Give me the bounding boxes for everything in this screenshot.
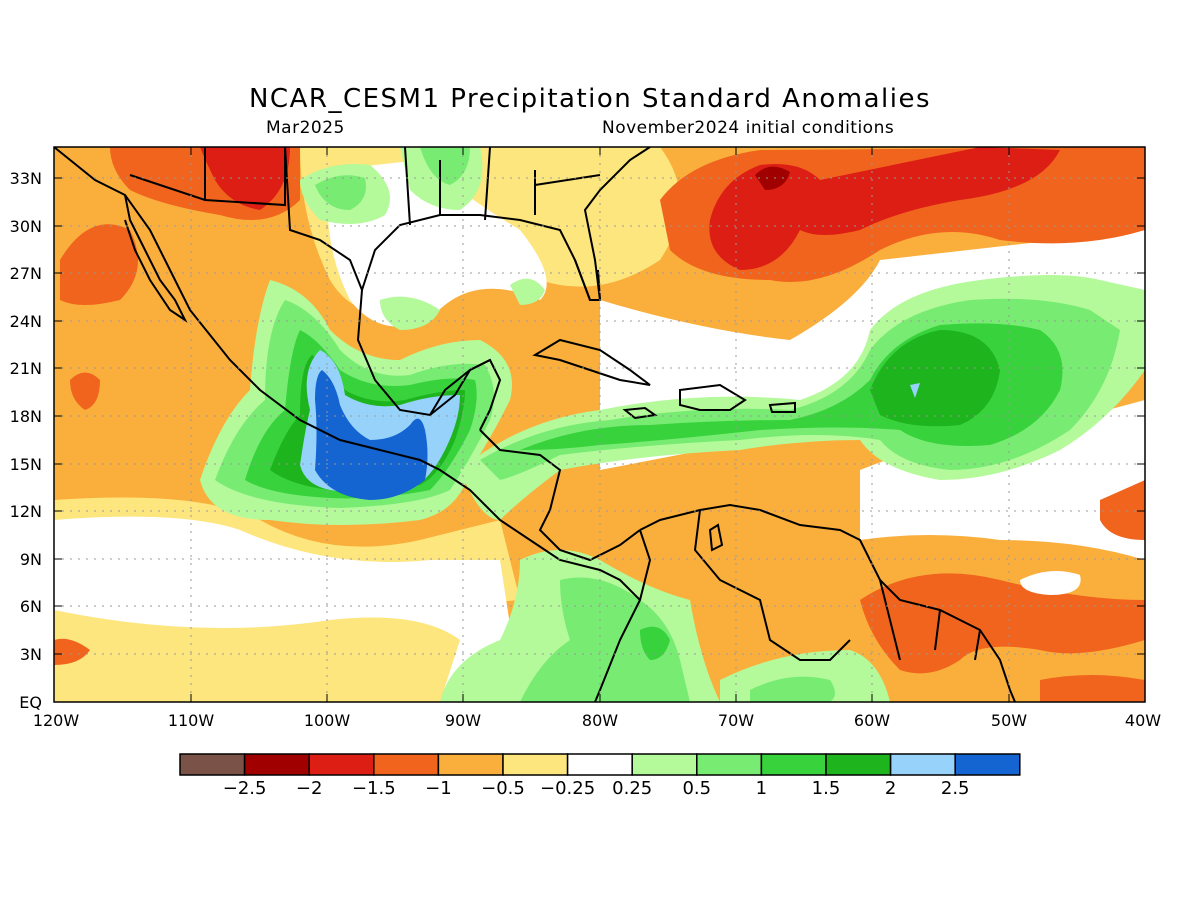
puerto-rico (768, 401, 796, 413)
lon-label: 90W (445, 711, 481, 730)
dry-band-caribbean-south (560, 450, 860, 530)
lat-label: 18N (10, 407, 42, 426)
dry-core-mexico-north (200, 147, 290, 210)
lat-label: 33N (10, 169, 42, 188)
guiana-borders (879, 579, 981, 661)
lat-label: 15N (10, 455, 42, 474)
dry-core-atlantic-north (709, 147, 1060, 270)
colorbar-label: 1.5 (812, 778, 841, 799)
colorbar-label: −0.25 (540, 778, 595, 799)
colorbar-swatch (373, 753, 440, 776)
colorbar-label: 0.5 (682, 778, 711, 799)
colorbar-swatch (631, 753, 698, 776)
colorbar (179, 753, 1021, 776)
colorbar-swatch (825, 753, 892, 776)
dry-zone-baja (60, 224, 138, 305)
lon-label: 110W (168, 711, 215, 730)
south-america-north (639, 503, 1016, 702)
colorbar-swatch (760, 753, 827, 776)
wet-spot-texas (315, 175, 366, 210)
lat-label: 6N (20, 597, 42, 616)
wet-core-mexico-south (315, 370, 428, 500)
dry-spot-pacific (70, 372, 100, 410)
colorbar-swatch (437, 753, 504, 776)
cuba (532, 338, 651, 386)
colorbar-label: 2.5 (941, 778, 970, 799)
colorbar-label: 0.25 (612, 778, 652, 799)
colorbar-label: −1 (425, 778, 452, 799)
colorbar-swatch (954, 753, 1021, 776)
wet-spot-gulf-center (380, 296, 440, 330)
colorbar-labels: −2.5 −2 −1.5 −1 −0.5 −0.25 0.25 0.5 1 1.5 2 2.5 (223, 778, 970, 799)
lat-label: 30N (10, 217, 42, 236)
colorbar-swatch (179, 753, 246, 776)
colorbar-swatch (502, 753, 569, 776)
colorbar-swatch (243, 753, 310, 776)
colorbar-label: −0.5 (481, 778, 525, 799)
us-state-lines (204, 147, 601, 226)
baja-california (124, 194, 188, 323)
colorbar-swatch (308, 753, 375, 776)
weak-dry-band-south (54, 610, 460, 702)
lat-label: 3N (20, 645, 42, 664)
colorbar-swatch (889, 753, 956, 776)
hispaniola (679, 383, 747, 411)
us-mexico-border (129, 147, 286, 207)
coastlines (54, 147, 1016, 702)
anomaly-field (54, 147, 1145, 702)
wet-spot-caribbean-east (910, 383, 920, 398)
dry-spot-pacific-south (54, 638, 90, 665)
colorbar-label: −2 (296, 778, 323, 799)
initial-conditions-label: November2024 initial conditions (602, 118, 895, 138)
wet-spot-north-central (420, 147, 470, 185)
wet-spot-gulf (510, 278, 545, 305)
lon-label: 120W (33, 711, 80, 730)
central-america-east (479, 429, 641, 562)
lat-label: 9N (20, 550, 42, 569)
colorbar-swatch (566, 753, 633, 776)
tick-marks (54, 147, 1145, 702)
valid-month-label: Mar2025 (266, 118, 345, 138)
dry-zone-east (1100, 480, 1145, 540)
lon-label: 50W (991, 711, 1027, 730)
dry-zone-guianas (860, 573, 1145, 674)
lat-label: EQ (19, 693, 42, 712)
lon-label: 70W (718, 711, 754, 730)
lon-label: 40W (1125, 711, 1161, 730)
gulf-coast (284, 147, 491, 417)
wet-core-caribbean-east (870, 330, 1000, 427)
dry-zone-south-east (1040, 675, 1145, 702)
longitude-labels: 120W 110W 100W 90W 80W 70W 60W 50W 40W (33, 711, 1161, 730)
jamaica (622, 406, 658, 420)
lon-label: 80W (582, 711, 618, 730)
wet-spot-andes (640, 626, 670, 660)
dry-core-atlantic-center (755, 166, 790, 190)
lat-label: 12N (10, 502, 42, 521)
colorbar-label: −2.5 (223, 778, 267, 799)
mexico-west-coast (54, 147, 641, 601)
lat-label: 24N (10, 312, 42, 331)
wet-spot-amazon (750, 676, 835, 702)
wet-zone-andes-inner (520, 577, 690, 702)
latitude-labels: 33N 30N 27N 24N 21N 18N 15N 12N 9N 6N 3N… (10, 169, 42, 712)
colorbar-label: 1 (756, 778, 767, 799)
lat-label: 21N (10, 359, 42, 378)
andes-outline (594, 529, 652, 702)
graticule (54, 147, 1145, 702)
map-title: NCAR_CESM1 Precipitation Standard Anomal… (248, 84, 932, 114)
yucatan (429, 358, 502, 431)
lon-label: 60W (854, 711, 890, 730)
colorbar-label: −1.5 (352, 778, 396, 799)
lon-label: 100W (304, 711, 351, 730)
colorbar-label: 2 (885, 778, 896, 799)
lat-label: 27N (10, 264, 42, 283)
lake-maracaibo (708, 523, 724, 552)
colorbar-swatch (696, 753, 763, 776)
venezuela-interior (693, 509, 851, 661)
florida (574, 259, 602, 301)
near-normal-spot-east (1020, 571, 1081, 595)
